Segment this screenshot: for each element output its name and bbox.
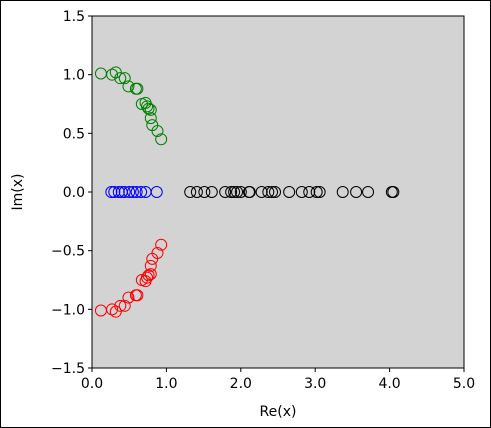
- plot-border: [91, 15, 465, 369]
- point: [130, 186, 143, 198]
- point: [336, 186, 349, 198]
- y-tick-label: −1.0: [51, 302, 85, 318]
- point: [122, 80, 135, 93]
- y-tick-label: 0.0: [63, 185, 85, 201]
- point: [295, 186, 308, 198]
- point: [262, 186, 275, 198]
- point: [313, 186, 326, 198]
- point: [122, 291, 135, 304]
- point: [114, 72, 127, 85]
- point: [141, 271, 154, 284]
- y-tick-label: −1.5: [51, 361, 85, 377]
- point: [144, 103, 157, 116]
- point: [205, 186, 218, 198]
- point: [131, 289, 144, 302]
- point: [184, 186, 197, 198]
- x-tick-label: 4.0: [378, 376, 400, 392]
- point: [219, 186, 232, 198]
- x-tick-label: 1.0: [155, 376, 177, 392]
- point: [105, 186, 118, 198]
- point: [126, 186, 139, 198]
- x-axis-label: Re(x): [260, 404, 297, 420]
- point: [231, 186, 244, 198]
- point: [269, 186, 282, 198]
- point: [118, 299, 131, 312]
- point: [144, 259, 157, 272]
- point: [108, 186, 121, 198]
- x-tick-label: 2.0: [230, 376, 252, 392]
- point: [144, 112, 157, 125]
- point: [123, 186, 136, 198]
- point: [283, 186, 296, 198]
- point: [155, 133, 168, 146]
- point: [151, 247, 164, 260]
- point: [142, 269, 155, 282]
- point: [106, 68, 119, 81]
- point: [151, 124, 164, 137]
- x-tick-label: 3.0: [304, 376, 326, 392]
- point: [234, 186, 247, 198]
- point: [228, 186, 241, 198]
- point: [266, 186, 279, 198]
- point: [131, 82, 144, 95]
- point: [255, 186, 268, 198]
- point: [303, 186, 316, 198]
- point: [106, 303, 119, 316]
- point: [118, 72, 131, 85]
- point: [243, 186, 256, 198]
- point: [310, 186, 323, 198]
- point: [141, 100, 154, 113]
- x-tick-label: 0.0: [81, 376, 103, 392]
- y-tick-label: 1.0: [63, 68, 85, 84]
- point: [198, 186, 211, 198]
- y-tick-label: −0.5: [51, 244, 85, 260]
- point: [142, 102, 155, 115]
- point: [155, 238, 168, 251]
- x-tick-label: 5.0: [453, 376, 475, 392]
- y-tick-label: 0.5: [63, 126, 85, 142]
- point: [362, 186, 375, 198]
- point: [150, 186, 163, 198]
- point: [114, 299, 127, 312]
- point: [387, 186, 400, 198]
- point: [350, 186, 363, 198]
- point: [190, 186, 203, 198]
- point: [135, 186, 148, 198]
- point: [225, 186, 238, 198]
- point: [112, 186, 125, 198]
- point: [118, 186, 131, 198]
- y-axis-label: Im(x): [10, 174, 26, 211]
- y-tick-label: 1.5: [63, 9, 85, 25]
- point: [144, 268, 157, 281]
